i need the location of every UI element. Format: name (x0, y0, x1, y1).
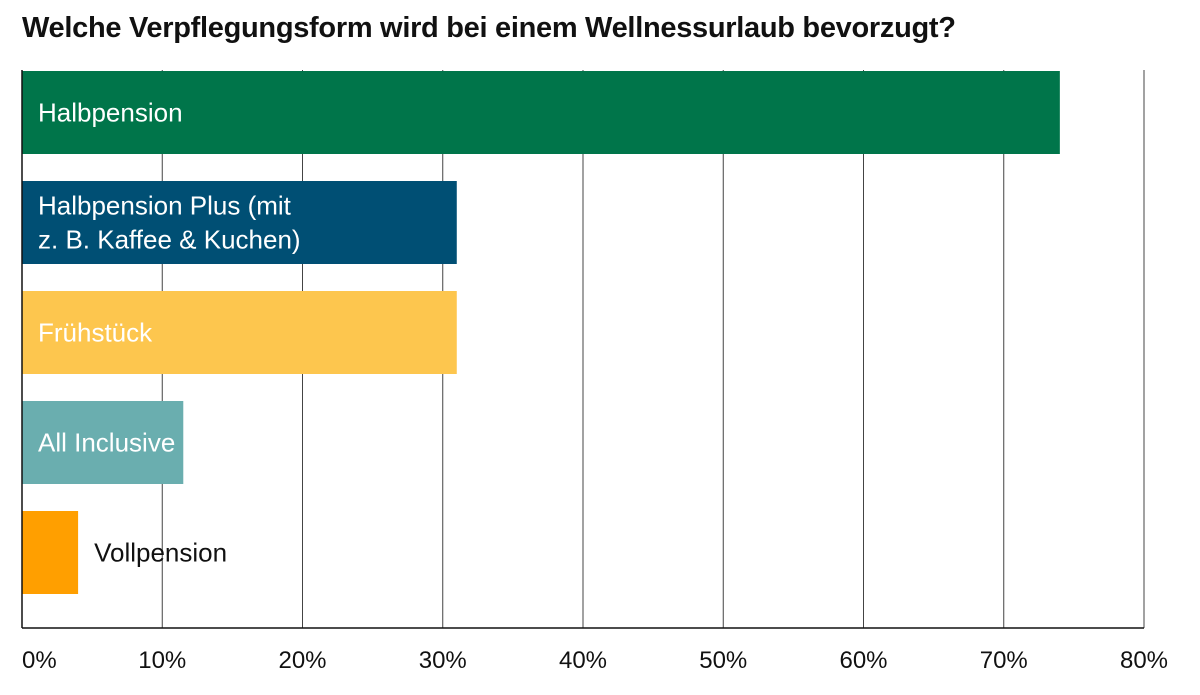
bar (22, 511, 79, 594)
bars: Halbpension Halbpension Plus (mit z. B. Ka… (22, 71, 1060, 594)
bar-label: Halbpension (38, 98, 183, 128)
x-tick-label: 80% (1120, 647, 1168, 674)
x-tick-label: 0% (22, 647, 57, 674)
x-tick-label: 30% (419, 647, 467, 674)
chart-title: Welche Verpflegungsform wird bei einem W… (22, 12, 956, 44)
x-tick-label: 10% (138, 647, 186, 674)
bar (22, 401, 184, 484)
bar-label: Vollpension (94, 538, 227, 568)
x-tick-label: 70% (980, 647, 1028, 674)
bar-label: z. B. Kaffee & Kuchen) (38, 225, 301, 255)
x-tick-label: 40% (559, 647, 607, 674)
x-axis: 0% 10% 20% 30% 40% 50% 60% 70% 80% (21, 70, 1168, 674)
x-tick-label: 60% (839, 647, 887, 674)
bar (22, 181, 457, 264)
bar-label: All Inclusive (38, 428, 175, 458)
x-tick-label: 20% (278, 647, 326, 674)
bar-label: Frühstück (38, 318, 153, 348)
bar (22, 291, 457, 374)
bar-label: Halbpension Plus (mit (38, 191, 292, 221)
x-tick-label: 50% (699, 647, 747, 674)
bar (22, 71, 1060, 154)
